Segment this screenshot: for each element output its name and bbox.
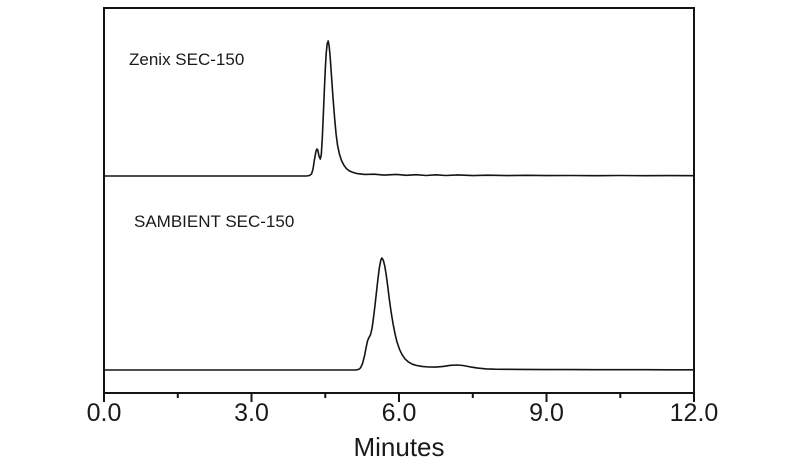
trace-sambient (103, 257, 695, 371)
trace-label-zenix: Zenix SEC-150 (129, 50, 244, 69)
x-tick-label: 3.0 (234, 399, 269, 427)
x-tick-label: 6.0 (382, 399, 417, 427)
x-tick-label: 0.0 (87, 399, 122, 427)
x-axis-title: Minutes (353, 432, 444, 462)
trace-label-sambient: SAMBIENT SEC-150 (134, 212, 294, 231)
x-tick-label: 9.0 (529, 399, 564, 427)
trace-zenix (103, 40, 695, 177)
x-axis-tick-labels: 0.0 3.0 6.0 9.0 12.0 (87, 399, 719, 427)
x-tick-label: 12.0 (670, 399, 719, 427)
x-axis-ticks (103, 393, 695, 402)
